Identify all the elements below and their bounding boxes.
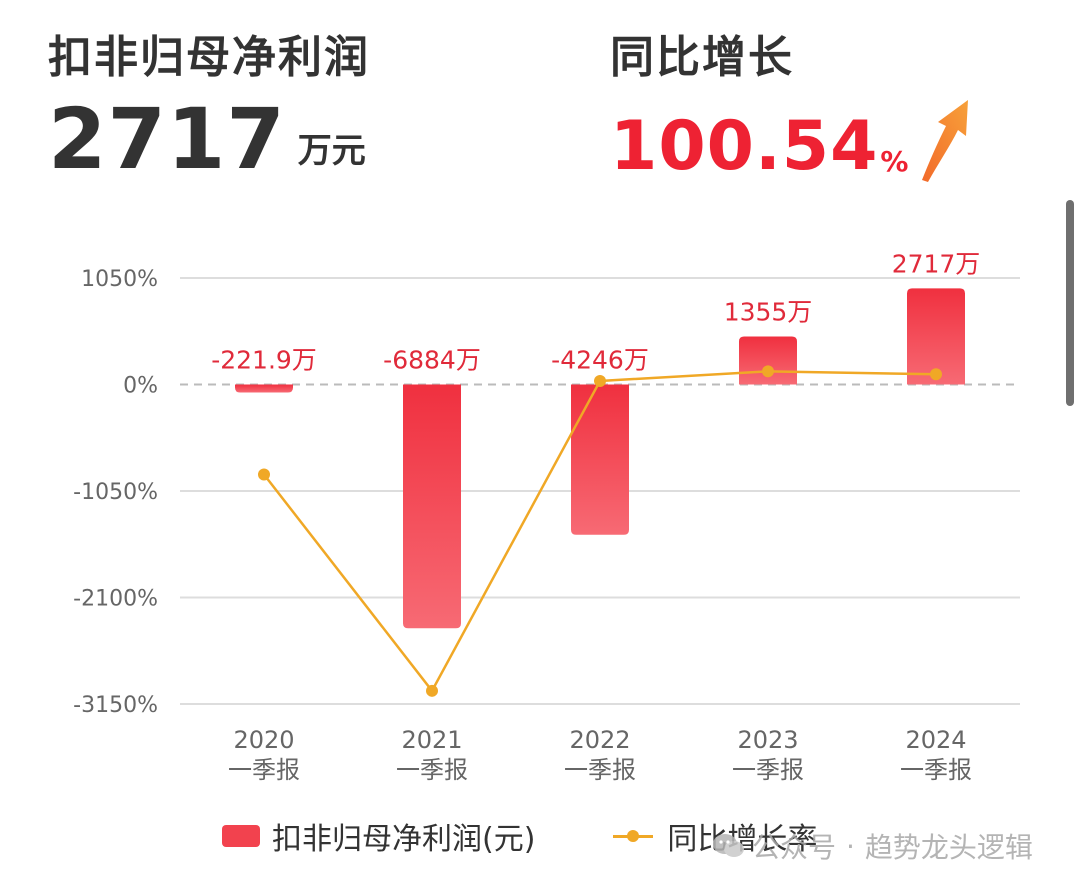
- growth-kpi: 同比增长 100.54 %: [610, 28, 976, 192]
- data-labels: -221.9万 -6884万 -4246万 1355万 2717万: [211, 249, 980, 374]
- bar: [571, 384, 629, 535]
- x-tick-label: 2021: [401, 726, 462, 754]
- bar-data-label: -221.9万: [211, 346, 317, 375]
- profit-kpi: 扣非归母净利润 2717 万元: [48, 28, 370, 184]
- up-arrow-icon: [922, 100, 969, 182]
- y-tick-label: 0%: [123, 374, 158, 399]
- watermark-separator: ·: [846, 829, 855, 863]
- bar-data-label: -6884万: [383, 346, 481, 375]
- growth-point: [930, 368, 942, 381]
- growth-value: 100.54: [610, 107, 879, 186]
- profit-unit: 万元: [297, 131, 366, 171]
- growth-title: 同比增长: [610, 32, 794, 83]
- growth-point: [426, 684, 438, 697]
- bar: [907, 288, 965, 385]
- x-tick-sublabel: 一季报: [396, 756, 468, 784]
- x-tick-sublabel: 一季报: [564, 756, 636, 784]
- bar-data-label: 2717万: [892, 249, 981, 278]
- x-tick-label: 2020: [233, 726, 294, 754]
- profit-value: 2717: [48, 90, 286, 188]
- axis-labels: 1050%0%-1050%-2100%-3150%2020一季报2021一季报2…: [73, 267, 972, 784]
- y-tick-label: -3150%: [73, 693, 158, 718]
- x-tick-label: 2024: [905, 726, 966, 754]
- watermark: 公众号 · 趋势龙头逻辑: [712, 826, 1033, 866]
- x-tick-sublabel: 一季报: [228, 756, 300, 784]
- line-series: [258, 365, 942, 697]
- growth-point: [762, 365, 774, 378]
- growth-point: [258, 468, 270, 481]
- bar: [403, 384, 461, 629]
- watermark-account: 趋势龙头逻辑: [864, 831, 1033, 864]
- legend-item-profit[interactable]: 扣非归母净利润(元): [222, 814, 535, 858]
- bar-data-label: 1355万: [724, 298, 813, 327]
- legend-label-profit: 扣非归母净利润(元): [272, 822, 536, 857]
- watermark-prefix: 公众号: [752, 831, 837, 864]
- y-tick-label: -1050%: [73, 480, 158, 505]
- legend-bar-swatch: [222, 825, 260, 847]
- y-tick-label: 1050%: [81, 267, 158, 292]
- profit-title: 扣非归母净利润: [48, 32, 370, 83]
- scrollbar[interactable]: [1066, 200, 1074, 406]
- y-tick-label: -2100%: [73, 587, 158, 612]
- growth-point: [594, 374, 606, 387]
- legend-line-swatch: [613, 825, 654, 847]
- x-tick-label: 2022: [569, 726, 630, 754]
- growth-percent-sign: %: [880, 145, 909, 178]
- x-tick-sublabel: 一季报: [732, 756, 804, 784]
- bar: [235, 384, 293, 393]
- wechat-icon: [713, 834, 744, 857]
- bar-data-label: -4246万: [551, 346, 649, 375]
- x-tick-sublabel: 一季报: [900, 756, 972, 784]
- x-tick-label: 2023: [737, 726, 798, 754]
